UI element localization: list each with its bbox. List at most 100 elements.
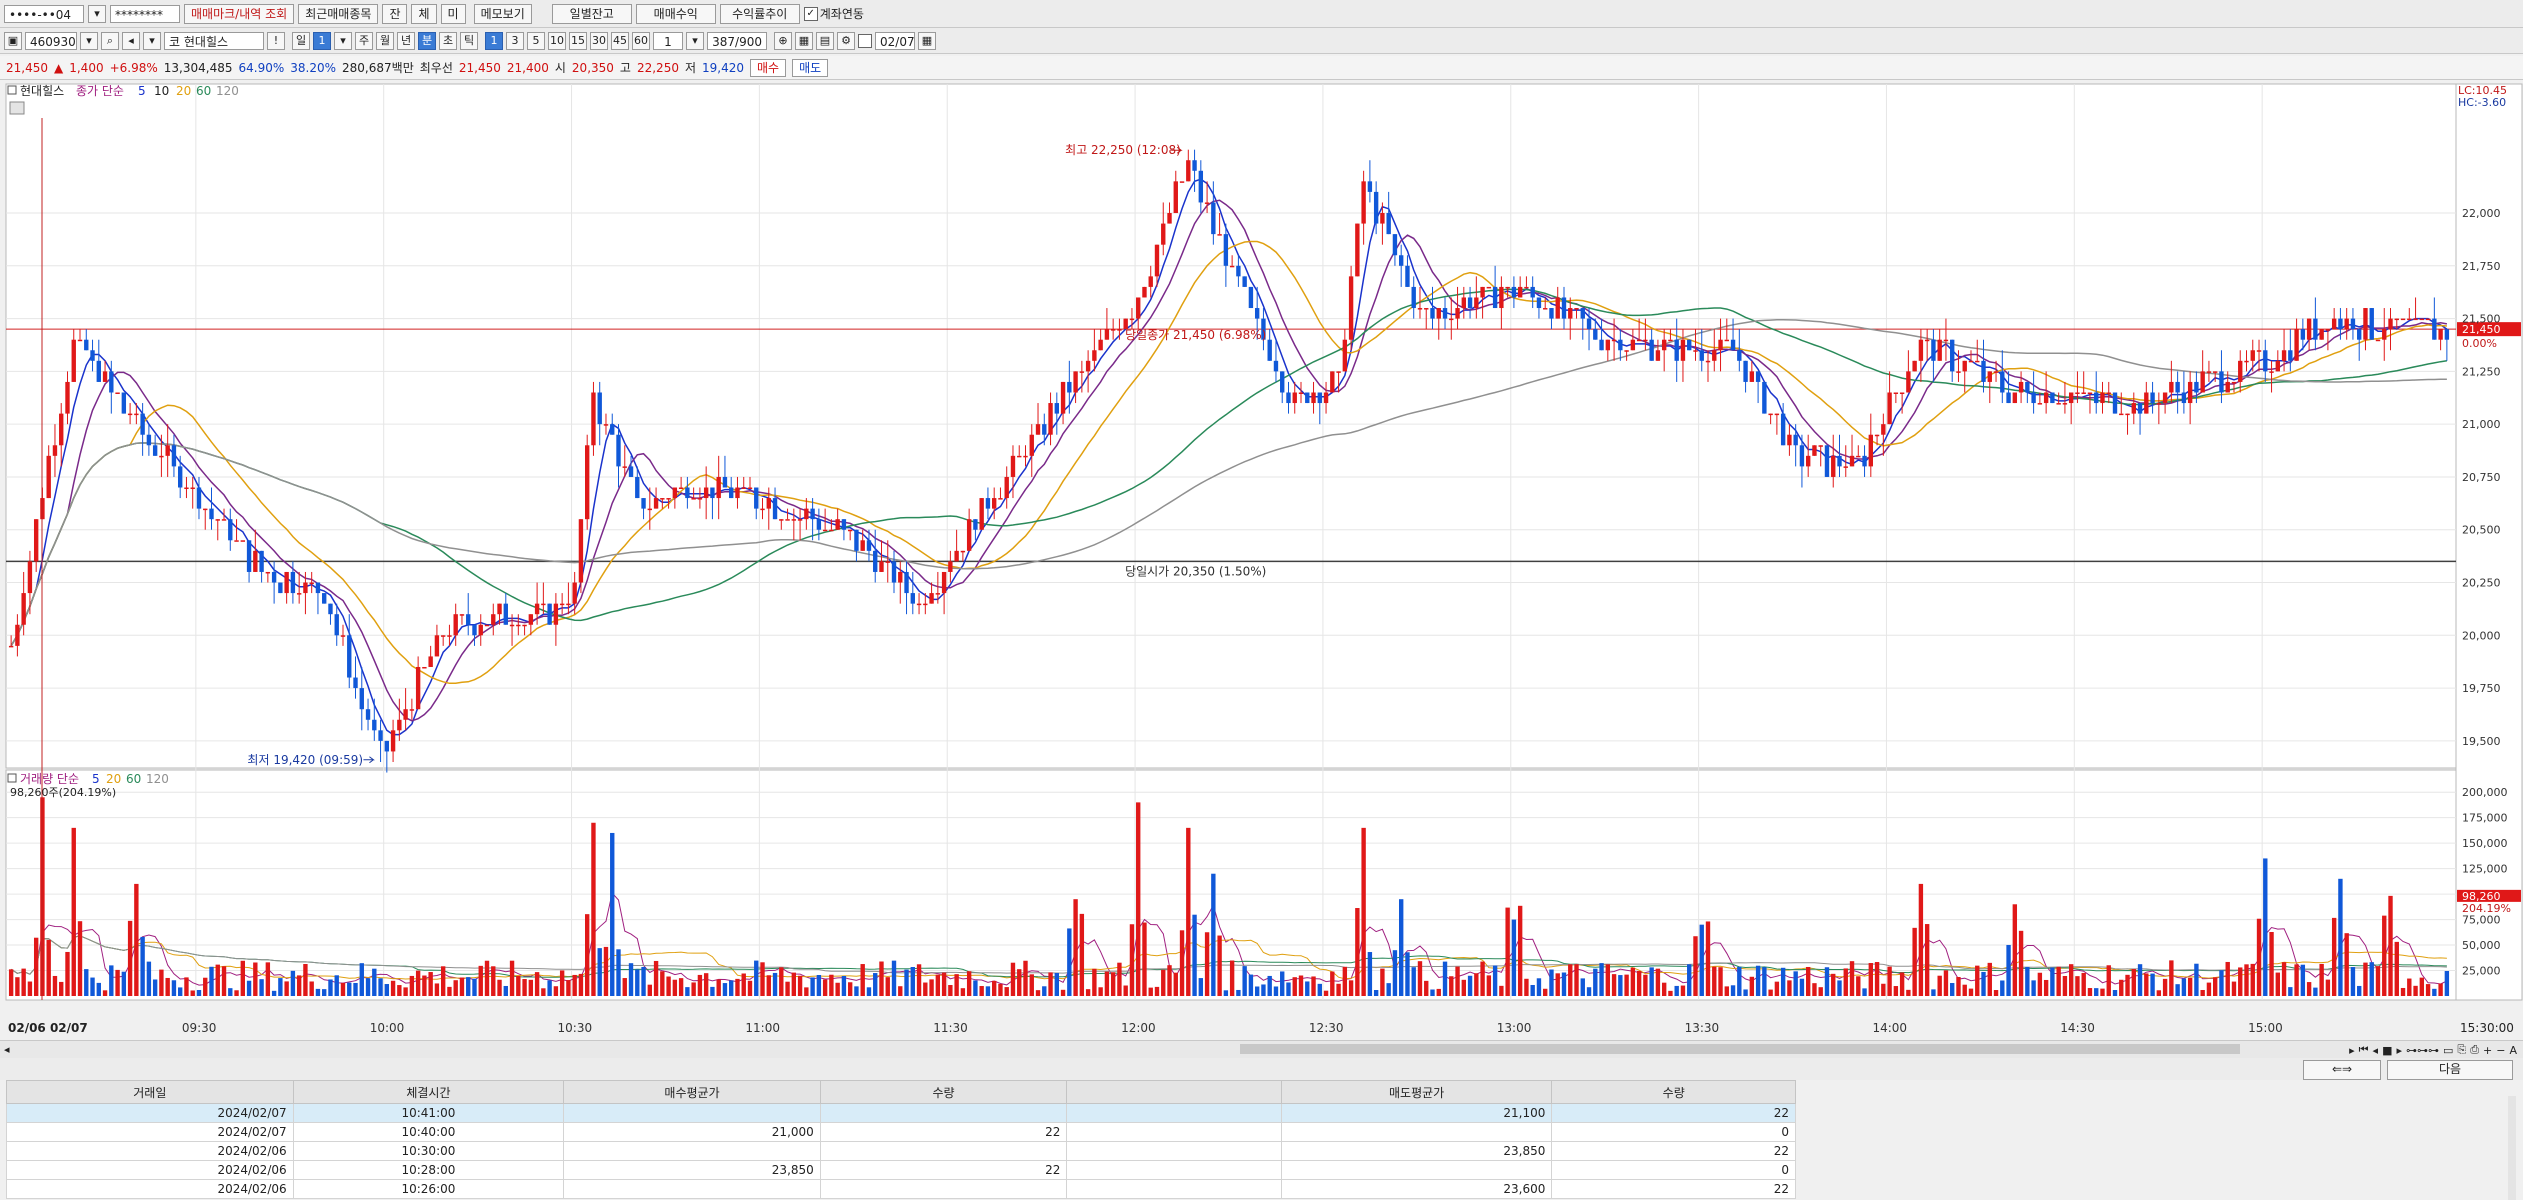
candle-body: [929, 593, 934, 604]
time-tick-label: 10:00: [370, 1021, 405, 1035]
candle-body: [397, 719, 402, 731]
next-icon[interactable]: ▸: [2396, 1043, 2402, 1057]
candle-body: [553, 603, 559, 625]
next-button[interactable]: 다음: [2387, 1060, 2513, 1080]
stock-info-button[interactable]: !: [267, 31, 285, 50]
convert-button[interactable]: ⇐⇒: [2303, 1060, 2381, 1080]
candle-body: [2275, 360, 2280, 372]
grid-icon[interactable]: ▦: [795, 31, 813, 50]
date-fix-checkbox[interactable]: [858, 33, 872, 48]
speed-slider-icon[interactable]: ⊶⊶⊶: [2406, 1043, 2439, 1057]
table-row[interactable]: 2024/02/06 10:28:00 23,850 22 0: [6, 1160, 1796, 1180]
search-icon[interactable]: ⌕: [101, 31, 119, 50]
interval-30-button[interactable]: 30: [590, 31, 608, 50]
stock-chart[interactable]: 현대힐스 종가 단순 5 10 20 60 120 최고 22,250 (12:…: [0, 82, 2523, 1044]
stock-label: 현대힐스: [20, 84, 64, 98]
scroll-left-icon[interactable]: ◂: [4, 1043, 10, 1056]
tab-executed[interactable]: 체: [411, 3, 437, 24]
daily-balance-button[interactable]: 일별잔고: [551, 3, 632, 24]
recent-trades-button[interactable]: 최근매매종목: [298, 3, 379, 24]
volume-toggle-icon[interactable]: [7, 773, 17, 783]
table-scrollbar[interactable]: [2508, 1096, 2516, 1200]
font-size-icon[interactable]: A: [2509, 1043, 2517, 1057]
col-buy-avg[interactable]: 매수평균가: [563, 1080, 821, 1104]
memo-button[interactable]: 메모보기: [473, 3, 532, 24]
period-tick-button[interactable]: 틱: [460, 31, 478, 50]
account-dropdown-icon[interactable]: ▾: [88, 4, 106, 23]
stop-icon[interactable]: ■: [2382, 1043, 2393, 1057]
interval-45-button[interactable]: 45: [611, 31, 629, 50]
play-right-icon[interactable]: ▸: [2349, 1043, 2355, 1057]
panel-toggle-icon[interactable]: [7, 85, 17, 95]
cell-sell-qty: 0: [1551, 1122, 1796, 1142]
account-select[interactable]: ••••-••04: [4, 4, 84, 23]
account-link-checkbox[interactable]: ✓ 계좌연동: [803, 5, 864, 22]
sell-button[interactable]: 매도: [792, 58, 829, 77]
chevron-down-icon[interactable]: ▾: [143, 31, 161, 50]
period-day-count[interactable]: 1: [313, 31, 331, 50]
scroll-thumb[interactable]: [1240, 1044, 2240, 1054]
zoom-out-icon[interactable]: −: [2496, 1043, 2506, 1057]
col-sell-avg[interactable]: 매도평균가: [1280, 1080, 1553, 1104]
password-field[interactable]: ********: [110, 4, 180, 23]
table-row[interactable]: 2024/02/06 10:26:00 23,600 22: [6, 1179, 1796, 1199]
interval-60-button[interactable]: 60: [632, 31, 650, 50]
zoom-icon[interactable]: ⊕: [774, 31, 792, 50]
print-icon[interactable]: ⎙: [2470, 1043, 2480, 1056]
save-icon[interactable]: ▤: [816, 31, 834, 50]
date-input[interactable]: 02/07: [875, 31, 915, 50]
candle-body: [384, 740, 390, 752]
unit-input[interactable]: 1: [653, 31, 683, 50]
chart-settings-icon[interactable]: ▣: [4, 31, 22, 50]
col-trade-date[interactable]: 거래일: [6, 1080, 294, 1104]
period-year-button[interactable]: 년: [397, 31, 415, 50]
table-row[interactable]: 2024/02/06 10:30:00 23,850 22: [6, 1141, 1796, 1161]
code-dropdown-icon[interactable]: ▾: [80, 31, 98, 50]
interval-15-button[interactable]: 15: [569, 31, 587, 50]
hc-label: HC:-3.60: [2458, 96, 2506, 109]
volume-bar: [1204, 932, 1210, 996]
col-exec-time[interactable]: 체결시간: [292, 1080, 565, 1104]
unit-dropdown-icon[interactable]: ▾: [686, 31, 704, 50]
yield-trend-button[interactable]: 수익률추이: [719, 3, 800, 24]
col-sell-qty[interactable]: 수량: [1551, 1080, 1796, 1104]
candle-body: [1261, 318, 1266, 340]
volume-bar: [2256, 918, 2262, 996]
period-week-button[interactable]: 주: [355, 31, 373, 50]
interval-5-button[interactable]: 5: [527, 31, 545, 50]
tab-unexecuted[interactable]: 미: [440, 3, 466, 24]
interval-10-button[interactable]: 10: [548, 31, 566, 50]
tab-balance[interactable]: 잔: [382, 3, 408, 24]
interval-1-button[interactable]: 1: [485, 31, 503, 50]
table-row[interactable]: 2024/02/07 10:41:00 21,100 22: [6, 1103, 1796, 1123]
period-dropdown-icon[interactable]: ▾: [334, 31, 352, 50]
candle-body: [1129, 318, 1135, 321]
rewind-icon[interactable]: ⏮: [2358, 1043, 2369, 1056]
prev-icon[interactable]: ◂: [2372, 1043, 2379, 1057]
count-input[interactable]: 387/900: [707, 31, 767, 50]
candle-body: [898, 571, 903, 583]
chart-scrollbar[interactable]: ◂ ▸ ⏮ ◂ ■ ▸ ⊶⊶⊶ ▭ ⎘ ⎙ + − A: [0, 1040, 2523, 1060]
period-minute-button[interactable]: 분: [418, 31, 436, 50]
buy-button[interactable]: 매수: [750, 58, 787, 77]
period-second-button[interactable]: 초: [439, 31, 457, 50]
gear-icon[interactable]: ⚙: [837, 31, 855, 50]
trade-mark-button[interactable]: 매매마크/내역 조회: [184, 3, 295, 24]
speaker-icon[interactable]: ◂: [122, 31, 140, 50]
volume-bar: [847, 982, 853, 996]
stock-code-input[interactable]: 460930: [25, 31, 77, 50]
trade-profit-button[interactable]: 매매수익: [635, 3, 716, 24]
panel-menu-icon[interactable]: [9, 101, 25, 115]
col-buy-qty[interactable]: 수량: [819, 1080, 1068, 1104]
calendar-icon[interactable]: ▦: [918, 31, 936, 50]
candle-body: [935, 593, 941, 595]
volume-bar: [697, 974, 703, 996]
layout-icon[interactable]: ▭: [2443, 1043, 2454, 1057]
copy-icon[interactable]: ⎘: [2457, 1043, 2467, 1056]
volume-bar: [1762, 967, 1767, 996]
period-month-button[interactable]: 월: [376, 31, 394, 50]
period-day-button[interactable]: 일: [292, 31, 310, 50]
zoom-in-icon[interactable]: +: [2483, 1043, 2493, 1057]
table-row[interactable]: 2024/02/07 10:40:00 21,000 22 0: [6, 1122, 1796, 1142]
interval-3-button[interactable]: 3: [506, 31, 524, 50]
